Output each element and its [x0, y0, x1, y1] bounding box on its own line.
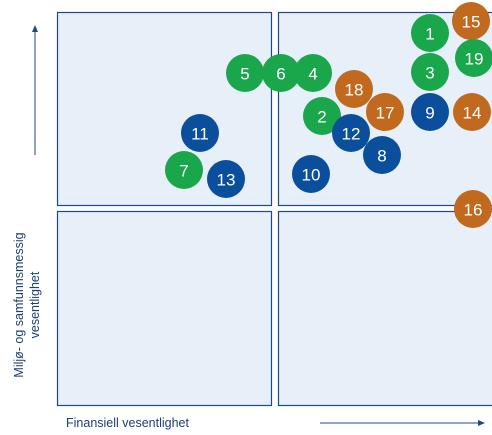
node-circle	[454, 190, 492, 228]
node-label: 13	[217, 171, 236, 190]
node-circle	[262, 54, 300, 92]
node-circle	[303, 97, 341, 135]
node-circle	[332, 114, 370, 152]
quadrant-bottom-left	[56, 210, 273, 407]
x-axis-label: Finansiell vesentlighet	[66, 416, 190, 430]
node-circle	[453, 93, 491, 131]
node-circle	[452, 2, 490, 40]
node-circle	[207, 160, 245, 198]
node-circle	[363, 136, 401, 174]
node-circle	[411, 93, 449, 131]
node-circle	[165, 151, 203, 189]
node-label: 9	[425, 104, 434, 123]
node-label: 17	[376, 104, 395, 123]
node-circle	[181, 114, 219, 152]
node-label: 3	[425, 64, 434, 83]
node-label: 14	[463, 104, 482, 123]
node-label: 15	[462, 13, 481, 32]
node-circle	[335, 70, 373, 108]
node-label: 2	[317, 108, 326, 127]
y-axis-label: Miljø- og samfunnsmessig vesentlighet	[12, 232, 42, 377]
quadrant-bottom-right	[277, 210, 492, 407]
node-label: 5	[240, 65, 249, 84]
node-label: 1	[425, 25, 434, 44]
node-label: 6	[276, 65, 285, 84]
node-circle	[366, 93, 404, 131]
node-circle	[226, 54, 264, 92]
node-circle	[294, 54, 332, 92]
node-label: 11	[191, 125, 209, 144]
node-circle	[455, 39, 492, 77]
node-circle	[292, 155, 330, 193]
node-label: 7	[179, 162, 188, 181]
y-axis-label-line: vesentlighet	[28, 271, 42, 338]
node-label: 18	[345, 81, 364, 100]
node-label: 10	[302, 166, 321, 185]
node-label: 4	[308, 65, 317, 84]
y-axis-label-line: Miljø- og samfunnsmessig	[12, 232, 26, 377]
node-circle	[411, 53, 449, 91]
node-label: 8	[377, 147, 386, 166]
node-label: 19	[465, 50, 484, 69]
node-label: 12	[342, 125, 361, 144]
node-circle	[411, 14, 449, 52]
node-label: 16	[464, 201, 483, 220]
nodes: 1 15 19 5 6 4 3 18 2 17 9 14 12 11 8 7 13 10 16	[165, 2, 492, 228]
